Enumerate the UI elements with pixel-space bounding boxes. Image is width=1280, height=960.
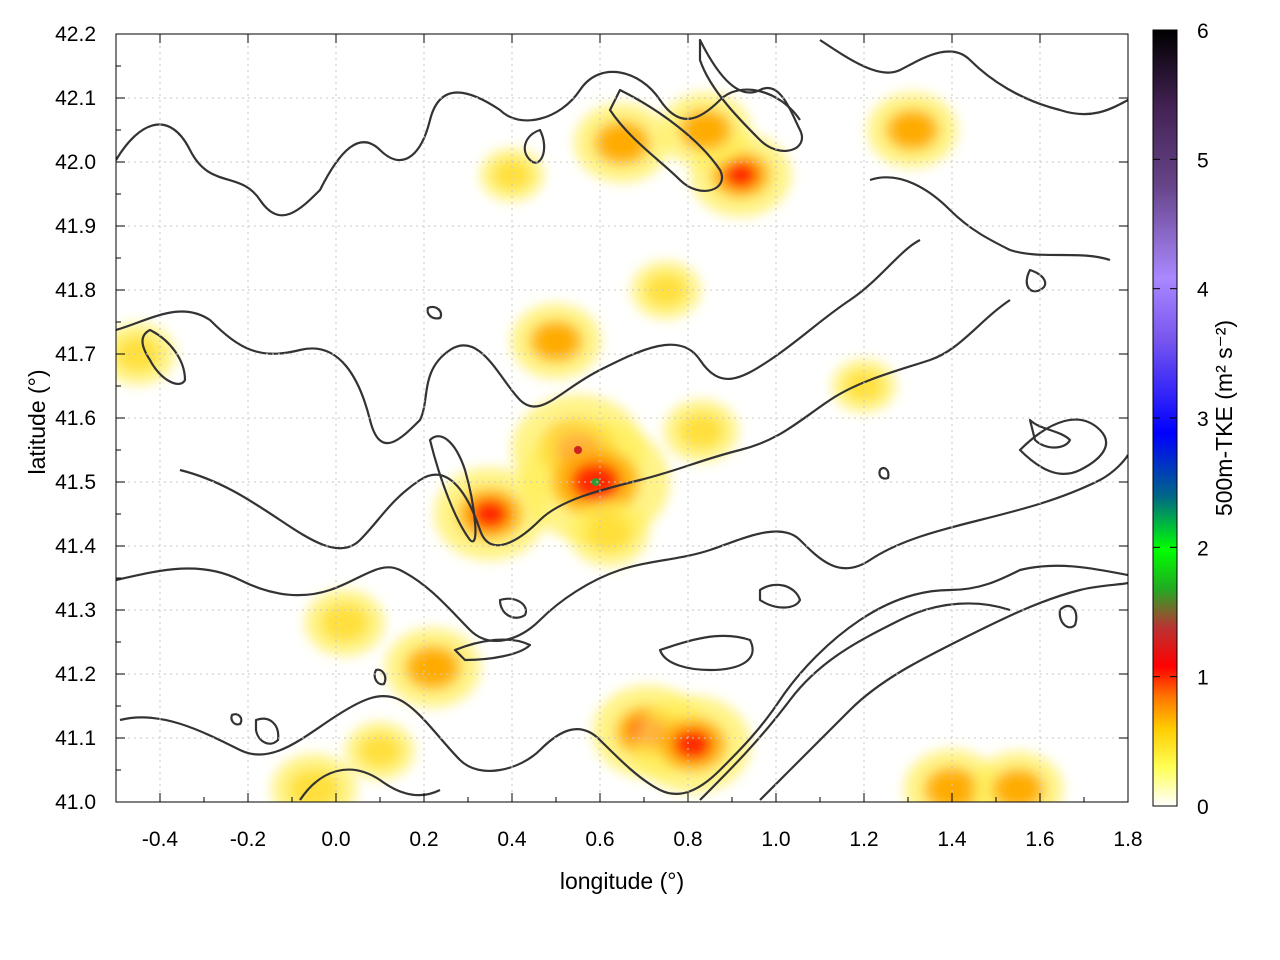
terrain-contour bbox=[179, 299, 1011, 550]
colorbar-tick-label: 0 bbox=[1197, 796, 1209, 819]
x-tick-label: 0.8 bbox=[673, 828, 702, 851]
y-tick-label: 41.7 bbox=[55, 343, 96, 366]
terrain-contour bbox=[819, 39, 1128, 116]
tke-area bbox=[897, 117, 928, 143]
tke-peak-point bbox=[574, 446, 582, 454]
y-tick-label: 41.4 bbox=[55, 535, 96, 558]
tke-peak-point bbox=[591, 478, 600, 486]
x-axis: -0.4 -0.2 0.0 0.2 0.4 0.6 0.8 1.0 1.2 1.4 1.6 1.8 bbox=[115, 34, 1143, 851]
tke-area bbox=[645, 274, 687, 306]
terrain-contour bbox=[254, 717, 280, 745]
terrain-contour bbox=[373, 668, 387, 686]
x-axis-label: longitude (°) bbox=[560, 868, 684, 894]
tke-area bbox=[289, 769, 339, 802]
tke-halo bbox=[116, 92, 1064, 802]
tke-area bbox=[585, 514, 633, 552]
y-tick-label: 41.5 bbox=[55, 471, 96, 494]
terrain-contour bbox=[116, 70, 801, 217]
terrain-contour bbox=[878, 466, 890, 480]
x-tick-label: 0.2 bbox=[409, 828, 438, 851]
colorbar-tick-label: 4 bbox=[1197, 279, 1209, 302]
colorbar-tick-label: 1 bbox=[1197, 667, 1209, 690]
y-tick-label: 41.2 bbox=[55, 663, 96, 686]
tke-field bbox=[116, 92, 1064, 802]
y-tick-label: 41.8 bbox=[55, 279, 96, 302]
y-tick-label: 42.1 bbox=[55, 87, 96, 110]
tke-area bbox=[471, 499, 509, 529]
terrain-contour bbox=[759, 581, 1128, 801]
terrain-contour bbox=[869, 176, 1111, 262]
x-tick-label: 1.0 bbox=[761, 828, 790, 851]
colorbar-label: 500m-TKE (m² s⁻²) bbox=[1211, 320, 1237, 516]
colorbar-tick-label: 2 bbox=[1197, 537, 1209, 560]
terrain-contour bbox=[758, 583, 802, 609]
tke-area bbox=[116, 336, 160, 372]
y-tick-label: 41.3 bbox=[55, 599, 96, 622]
y-tick-label: 41.1 bbox=[55, 727, 96, 750]
tke-area bbox=[540, 329, 572, 354]
colorbar-tick-label: 5 bbox=[1197, 149, 1209, 172]
tke-area bbox=[672, 728, 712, 760]
tke-area bbox=[679, 413, 723, 448]
x-tick-label: 1.4 bbox=[937, 828, 967, 851]
y-tick-label: 42.0 bbox=[55, 151, 96, 174]
y-tick-label: 41.9 bbox=[55, 215, 96, 238]
grid bbox=[116, 34, 1128, 802]
terrain-contour bbox=[658, 634, 754, 672]
terrain-contour bbox=[1028, 418, 1072, 449]
terrain-contour bbox=[428, 435, 477, 543]
terrain-contour bbox=[116, 239, 921, 445]
x-tick-label: 1.8 bbox=[1113, 828, 1142, 851]
tke-area bbox=[359, 734, 401, 767]
tke-area bbox=[606, 130, 638, 156]
terrain-contour bbox=[608, 88, 723, 192]
tke-area bbox=[1002, 777, 1034, 802]
y-tick-label: 42.2 bbox=[55, 23, 96, 46]
terrain-contour bbox=[299, 768, 441, 801]
colorbar-tick-label: 6 bbox=[1197, 20, 1209, 43]
y-axis: 41.0 41.1 41.2 41.3 41.4 41.5 41.6 41.7 41.8 41.9… bbox=[55, 23, 1128, 814]
tke-area bbox=[690, 117, 721, 143]
terrain-contour bbox=[116, 454, 1128, 642]
terrain-contour bbox=[426, 305, 443, 320]
x-tick-label: 0.0 bbox=[321, 828, 350, 851]
terrain-contour bbox=[698, 38, 803, 152]
tke-area bbox=[493, 160, 531, 190]
tke-area bbox=[845, 371, 883, 401]
x-tick-label: 0.6 bbox=[585, 828, 614, 851]
y-tick-label: 41.0 bbox=[55, 791, 96, 814]
terrain-contour bbox=[453, 638, 532, 662]
terrain-contour bbox=[523, 128, 546, 164]
terrain-contour bbox=[230, 713, 243, 726]
terrain-contour bbox=[699, 602, 1011, 801]
terrain-contour bbox=[119, 564, 1128, 795]
colorbar: 0 1 2 3 4 5 6 500m-TKE (m² s⁻²) bbox=[1152, 20, 1237, 819]
terrain-contour bbox=[498, 597, 528, 619]
x-tick-label: 1.2 bbox=[849, 828, 878, 851]
terrain-contours bbox=[116, 38, 1128, 801]
x-tick-label: -0.2 bbox=[230, 828, 266, 851]
terrain-contour bbox=[1058, 604, 1078, 629]
x-tick-label: -0.4 bbox=[142, 828, 179, 851]
colorbar-tick-label: 3 bbox=[1197, 408, 1209, 431]
x-tick-label: 1.6 bbox=[1025, 828, 1054, 851]
y-tick-label: 41.6 bbox=[55, 407, 96, 430]
terrain-contour bbox=[1018, 418, 1108, 475]
x-tick-label: 0.4 bbox=[497, 828, 527, 851]
tke-area bbox=[724, 161, 758, 189]
terrain-contour bbox=[141, 328, 187, 385]
tke-area bbox=[321, 604, 369, 642]
tke-area bbox=[416, 654, 449, 681]
tke-area bbox=[936, 776, 968, 802]
y-axis-label: latitude (°) bbox=[24, 369, 50, 474]
